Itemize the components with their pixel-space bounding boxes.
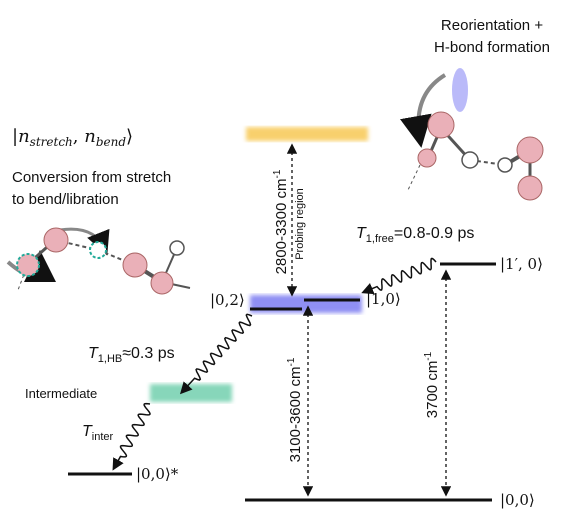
text: 1,HB (98, 353, 122, 365)
text: n (18, 126, 30, 147)
relaxation-arrow (364, 258, 436, 292)
energy-label: 3700 cm-1 (423, 351, 441, 418)
intermediate-band (150, 384, 232, 402)
lifetime-label: T1,free=0.8-0.9 ps (356, 225, 474, 245)
caption: H-bond formation (434, 39, 550, 56)
text: stretch (30, 135, 73, 149)
text: bend (96, 135, 127, 149)
diagram: Reorientation + H-bond formation |nstret… (0, 0, 569, 511)
relaxation-arrow (114, 404, 150, 468)
caption: Conversion from stretch (12, 169, 171, 186)
intermediate-label: Intermediate (25, 386, 97, 401)
text: n (84, 126, 96, 147)
molecule-icon (408, 68, 543, 200)
text: 2800-3300 cm (273, 179, 290, 275)
text: -1 (286, 357, 297, 366)
text: -1 (423, 351, 434, 360)
energy-label: 3100-3600 cm-1 (286, 357, 304, 462)
state-label: |0,2⟩ (210, 291, 245, 309)
energy-label: 2800-3300 cm-1 (272, 169, 290, 274)
state-label: |1′, 0⟩ (500, 255, 543, 273)
region-label: Probing region (294, 188, 306, 260)
text: ≈0.3 ps (122, 345, 174, 362)
text: 1,free (366, 233, 394, 245)
text: , (73, 126, 84, 147)
caption: to bend/libration (12, 191, 119, 208)
text: -1 (272, 169, 283, 178)
state-label: |0,0⟩* (136, 465, 179, 483)
text: inter (92, 431, 114, 443)
lifetime-label: T1,HB≈0.3 ps (88, 345, 175, 365)
probe-band (246, 127, 368, 141)
text: 3700 cm (424, 361, 441, 419)
text: ⟩ (126, 126, 133, 147)
molecule-icon (8, 228, 190, 294)
text: =0.8-0.9 ps (394, 225, 475, 242)
relaxation-arrow (182, 314, 252, 392)
caption: Reorientation + (441, 17, 543, 34)
text: 3100-3600 cm (287, 367, 304, 463)
state-label: |1,0⟩ (366, 290, 401, 308)
state-notation: |nstretch, nbend⟩ (12, 126, 133, 149)
state-label: |0,0⟩ (500, 491, 535, 509)
lifetime-label: Tinter (82, 423, 114, 443)
